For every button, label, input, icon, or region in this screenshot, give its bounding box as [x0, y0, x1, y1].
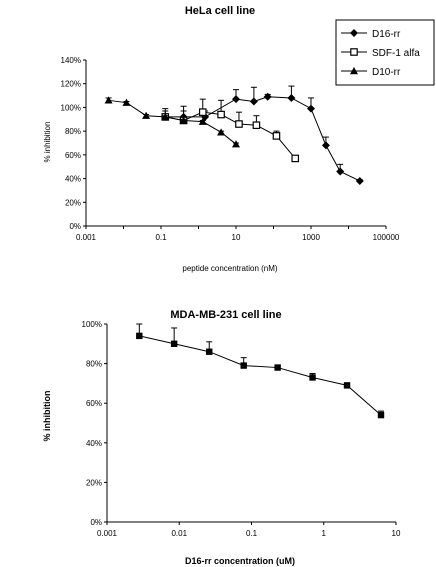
- data-point: [235, 120, 243, 128]
- x-tick-label: 0.001: [76, 233, 97, 242]
- legend-marker: [350, 48, 358, 56]
- data-point: [217, 128, 226, 136]
- series-1: [161, 85, 364, 185]
- data-point: [206, 348, 213, 355]
- data-point: [321, 141, 330, 150]
- y-tick-label: 100%: [82, 320, 102, 329]
- legend-item: D16-rr: [341, 29, 401, 40]
- y-tick-label: 20%: [86, 478, 102, 487]
- data-point: [142, 111, 151, 119]
- y-tick-label: 40%: [65, 175, 81, 184]
- mda-mb-231-chart: MDA-MB-231 cell line D16-rr concentratio…: [42, 309, 401, 566]
- hela-chart: HeLa cell line peptide concentration (nM…: [43, 5, 435, 273]
- data-point: [274, 364, 281, 371]
- x-axis-label: D16-rr concentration (uM): [185, 556, 295, 566]
- data-point: [272, 132, 281, 140]
- data-point: [336, 167, 345, 176]
- data-point: [161, 112, 170, 121]
- data-point: [179, 116, 188, 124]
- chart-title: MDA-MB-231 cell line: [170, 309, 281, 321]
- y-tick-label: 20%: [65, 198, 81, 207]
- chart-title: HeLa cell line: [185, 5, 255, 17]
- y-tick-label: 100%: [61, 103, 81, 112]
- data-point: [309, 374, 316, 381]
- series-3: [104, 96, 240, 148]
- y-tick-label: 0%: [69, 222, 81, 231]
- y-axis-label: % inhibition: [43, 122, 52, 163]
- series-1: [136, 323, 385, 419]
- data-point: [287, 93, 296, 102]
- legend-label: D16-rr: [372, 29, 401, 40]
- data-point: [291, 154, 300, 163]
- legend-label: SDF-1 alfa: [372, 48, 420, 59]
- y-tick-label: 0%: [90, 518, 102, 527]
- y-tick-label: 80%: [65, 127, 81, 136]
- x-tick-label: 0.01: [171, 529, 187, 538]
- data-point: [252, 121, 261, 130]
- data-point: [240, 362, 247, 369]
- x-tick-label: 10: [392, 529, 401, 538]
- series-2: [161, 98, 300, 163]
- y-tick-label: 60%: [65, 151, 81, 160]
- x-tick-label: 100000: [373, 233, 400, 242]
- x-tick-label: 0.1: [246, 529, 258, 538]
- series-line: [108, 99, 237, 145]
- x-tick-label: 0.001: [97, 529, 118, 538]
- data-point: [377, 411, 385, 419]
- legend-label: D10-rr: [372, 67, 401, 78]
- y-tick-label: 60%: [86, 399, 102, 408]
- y-axis-label: % inhibition: [42, 391, 52, 442]
- x-axis-label: peptide concentration (nM): [182, 264, 278, 273]
- data-point: [343, 382, 351, 389]
- x-tick-label: 0.1: [155, 233, 167, 242]
- data-point: [170, 340, 178, 347]
- data-point: [136, 332, 143, 340]
- y-tick-label: 140%: [61, 56, 81, 65]
- data-point: [249, 97, 258, 106]
- data-point: [307, 104, 315, 113]
- data-point: [232, 140, 240, 148]
- data-point: [217, 110, 225, 119]
- y-tick-label: 120%: [61, 80, 81, 89]
- data-point: [122, 98, 131, 106]
- series-line: [139, 335, 382, 416]
- data-point: [104, 96, 113, 104]
- y-tick-label: 40%: [86, 439, 102, 448]
- legend-marker: [350, 29, 358, 37]
- x-tick-label: 1000: [302, 233, 320, 242]
- data-point: [232, 95, 240, 104]
- y-tick-label: 80%: [86, 360, 102, 369]
- series-line: [165, 96, 361, 182]
- data-point: [198, 117, 207, 125]
- data-point: [355, 176, 364, 185]
- data-point: [198, 108, 207, 116]
- legend-item: D10-rr: [341, 67, 401, 78]
- legend-item: SDF-1 alfa: [341, 48, 420, 59]
- x-tick-label: 1: [322, 529, 327, 538]
- data-point: [263, 92, 272, 101]
- x-tick-label: 10: [232, 233, 241, 242]
- legend-marker: [350, 67, 358, 75]
